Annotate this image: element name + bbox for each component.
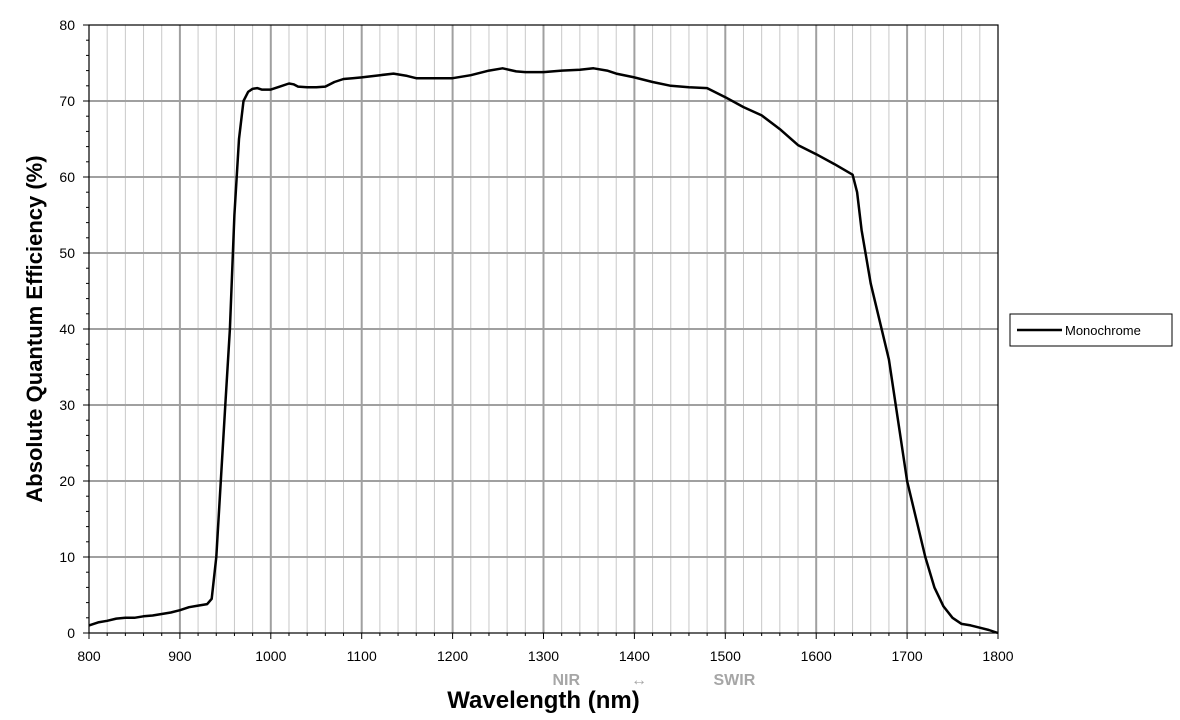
x-axis-tick-labels: 800 900 1000 1100 1200 1300 1400 1500 1600 1700 18… — [77, 648, 1013, 664]
y-axis-tick-labels: 0 10 20 30 40 50 60 70 80 — [59, 17, 75, 641]
x-tick-label: 1600 — [801, 648, 832, 664]
x-tick-label: 1200 — [437, 648, 468, 664]
x-tick-label: 1800 — [982, 648, 1013, 664]
x-tick-label: 1300 — [528, 648, 559, 664]
major-gridlines — [89, 25, 998, 633]
y-tick-label: 10 — [59, 549, 75, 565]
x-axis-title: Wavelength (nm) — [447, 687, 639, 714]
x-tick-label: 800 — [77, 648, 101, 664]
x-tick-label: 900 — [168, 648, 192, 664]
series-layer — [88, 67, 999, 635]
region-annotation: ↔ — [631, 672, 647, 689]
y-tick-label: 70 — [59, 93, 75, 109]
y-tick-label: 20 — [59, 473, 75, 489]
y-axis-title: Absolute Quantum Efficiency (%) — [22, 155, 47, 502]
axis-ticks — [83, 24, 999, 639]
legend: Monochrome — [1009, 313, 1173, 347]
x-tick-label: 1500 — [710, 648, 741, 664]
x-tick-label: 1700 — [892, 648, 923, 664]
y-tick-label: 80 — [59, 17, 75, 33]
y-tick-label: 60 — [59, 169, 75, 185]
legend-label-monochrome: Monochrome — [1065, 323, 1141, 338]
y-tick-label: 0 — [67, 625, 75, 641]
x-tick-label: 1100 — [347, 648, 377, 664]
region-annotations: NIR ↔ SWIR — [552, 672, 755, 689]
x-tick-label: 1400 — [619, 648, 650, 664]
y-tick-label: 50 — [59, 245, 75, 261]
region-annotation: SWIR — [713, 672, 755, 689]
series-line-monochrome — [88, 67, 999, 635]
y-tick-label: 40 — [59, 321, 75, 337]
region-annotation: NIR — [552, 672, 580, 689]
x-tick-label: 1000 — [255, 648, 286, 664]
y-tick-label: 30 — [59, 397, 75, 413]
